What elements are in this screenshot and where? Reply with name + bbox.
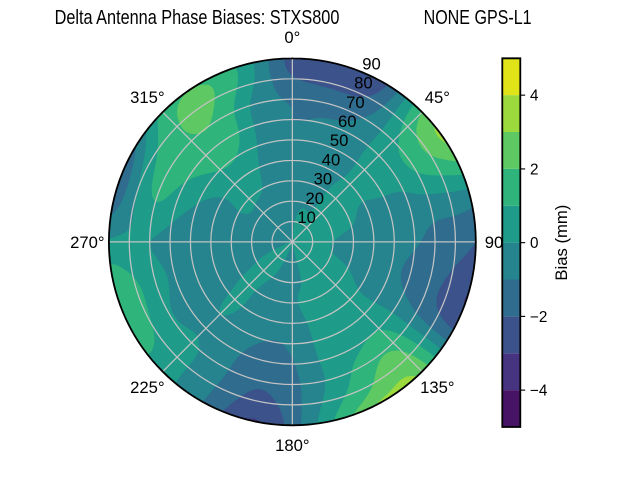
- svg-text:10: 10: [297, 208, 316, 227]
- svg-text:4: 4: [530, 88, 539, 105]
- svg-text:180°: 180°: [275, 436, 309, 455]
- svg-text:30: 30: [314, 170, 333, 189]
- svg-text:2: 2: [530, 161, 539, 178]
- svg-text:Bias (mm): Bias (mm): [552, 205, 571, 281]
- svg-text:45°: 45°: [425, 88, 450, 107]
- svg-text:−2: −2: [530, 309, 547, 326]
- svg-text:0: 0: [530, 235, 539, 252]
- svg-text:225°: 225°: [130, 378, 164, 397]
- svg-text:Delta Antenna Phase Biases: ST: Delta Antenna Phase Biases: STXS800: [55, 7, 340, 29]
- svg-text:−4: −4: [530, 383, 548, 400]
- svg-text:50: 50: [330, 131, 349, 150]
- svg-text:80: 80: [354, 74, 373, 93]
- svg-text:70: 70: [346, 93, 365, 112]
- svg-text:20: 20: [306, 189, 325, 208]
- svg-text:315°: 315°: [130, 88, 164, 107]
- svg-text:NONE GPS-L1: NONE GPS-L1: [424, 7, 532, 29]
- svg-text:270°: 270°: [70, 233, 104, 252]
- svg-text:0°: 0°: [284, 28, 300, 47]
- svg-text:40: 40: [322, 150, 341, 169]
- svg-text:60: 60: [338, 112, 357, 131]
- svg-text:135°: 135°: [420, 378, 454, 397]
- svg-text:90: 90: [362, 54, 381, 73]
